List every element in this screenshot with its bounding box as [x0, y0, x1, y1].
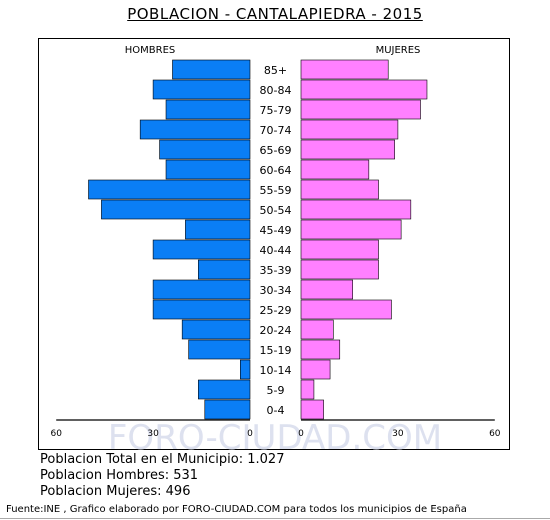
age-group-label: 50-54 [260, 204, 292, 217]
bar-hombres [88, 179, 251, 200]
age-group-label: 30-34 [260, 284, 292, 297]
bar-mujeres [300, 119, 399, 140]
bar-hombres [198, 379, 251, 400]
age-group-label: 15-19 [260, 344, 292, 357]
bar-hombres [165, 99, 251, 120]
age-group-label: 35-39 [260, 264, 292, 277]
left-series-label: HOMBRES [125, 45, 176, 56]
watermark: FORO-CIUDAD.COM [108, 418, 442, 458]
female-population: Poblacion Mujeres: 496 [40, 484, 191, 499]
age-group-label: 75-79 [260, 104, 292, 117]
x-tick-label: 0 [247, 429, 253, 439]
bar-mujeres [300, 319, 334, 340]
x-tick-label: 60 [489, 429, 501, 439]
bar-hombres [152, 239, 251, 260]
bar-mujeres [300, 279, 353, 300]
bar-hombres [172, 59, 251, 80]
x-tick-label: 30 [147, 429, 159, 439]
bar-mujeres [300, 159, 370, 180]
bar-hombres [204, 399, 251, 420]
chart-title: POBLACION - CANTALAPIEDRA - 2015 [127, 5, 423, 23]
bar-hombres [152, 279, 251, 300]
age-group-label: 5-9 [267, 384, 285, 397]
bottom-rule [0, 518, 550, 519]
source-footer: Fuente:INE , Grafico elaborado por FORO-… [6, 504, 467, 515]
bar-mujeres [300, 339, 341, 360]
bar-hombres [185, 219, 251, 240]
x-tick-label: 60 [50, 429, 62, 439]
bar-mujeres [300, 399, 324, 420]
bar-hombres [188, 339, 251, 360]
age-group-label: 70-74 [260, 124, 292, 137]
bar-hombres [240, 359, 251, 380]
bar-hombres [159, 139, 251, 160]
total-population: Poblacion Total en el Municipio: 1.027 [40, 452, 285, 467]
age-group-label: 45-49 [260, 224, 292, 237]
age-group-label: 60-64 [260, 164, 292, 177]
bar-mujeres [300, 219, 402, 240]
bar-hombres [152, 79, 251, 100]
bar-mujeres [300, 79, 428, 100]
bar-mujeres [300, 99, 421, 120]
bar-hombres [165, 159, 251, 180]
bar-mujeres [300, 359, 331, 380]
bar-mujeres [300, 139, 395, 160]
bar-mujeres [300, 59, 389, 80]
age-group-label: 25-29 [260, 304, 292, 317]
age-group-label: 55-59 [260, 184, 292, 197]
age-group-label: 40-44 [260, 244, 292, 257]
bar-mujeres [300, 199, 412, 220]
bar-hombres [101, 199, 251, 220]
age-group-label: 65-69 [260, 144, 292, 157]
age-group-label: 85+ [264, 64, 287, 77]
age-group-label: 0-4 [267, 404, 285, 417]
bar-hombres [181, 319, 251, 340]
age-group-label: 10-14 [260, 364, 292, 377]
age-group-label: 20-24 [260, 324, 292, 337]
chart-frame [38, 38, 510, 450]
male-population: Poblacion Hombres: 531 [40, 468, 199, 483]
x-tick-label: 30 [392, 429, 404, 439]
bar-mujeres [300, 299, 392, 320]
bar-mujeres [300, 239, 379, 260]
right-series-label: MUJERES [376, 45, 421, 56]
bar-hombres [198, 259, 251, 280]
bar-hombres [139, 119, 251, 140]
bar-mujeres [300, 259, 379, 280]
x-tick-label: 0 [298, 429, 304, 439]
bar-mujeres [300, 379, 315, 400]
bar-mujeres [300, 179, 379, 200]
age-group-label: 80-84 [260, 84, 292, 97]
bar-hombres [152, 299, 251, 320]
